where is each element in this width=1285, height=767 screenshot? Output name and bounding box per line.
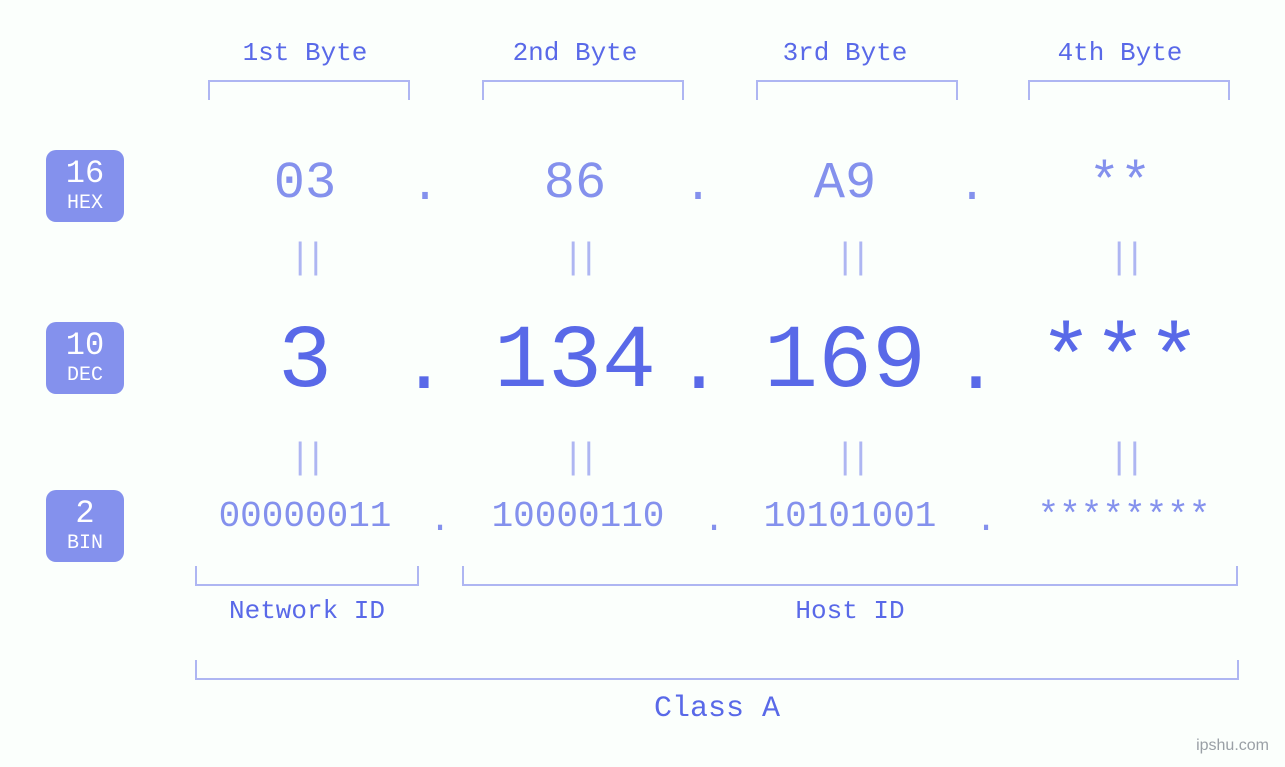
dec-byte-2: 134 — [475, 312, 675, 414]
byte-header-3: 3rd Byte — [745, 38, 945, 68]
dec-dot-3: . — [952, 322, 992, 413]
bin-dot-2: . — [694, 500, 734, 541]
watermark: ipshu.com — [1196, 737, 1269, 755]
hex-dot-2: . — [678, 160, 718, 214]
eq-dec-bin-3: || — [820, 438, 880, 479]
bin-badge-label: BIN — [46, 532, 124, 556]
network-id-bracket — [195, 566, 419, 586]
dec-badge-label: DEC — [46, 364, 124, 388]
host-id-bracket — [462, 566, 1238, 586]
hex-byte-1: 03 — [205, 154, 405, 213]
eq-hex-dec-3: || — [820, 238, 880, 279]
dec-dot-2: . — [675, 322, 715, 413]
bin-byte-2: 10000110 — [458, 496, 698, 537]
bin-byte-3: 10101001 — [730, 496, 970, 537]
hex-byte-2: 86 — [475, 154, 675, 213]
eq-hex-dec-2: || — [548, 238, 608, 279]
dec-byte-1: 3 — [205, 312, 405, 414]
byte-header-4: 4th Byte — [1020, 38, 1220, 68]
bin-byte-1: 00000011 — [185, 496, 425, 537]
top-bracket-2 — [482, 80, 684, 100]
hex-badge-label: HEX — [46, 192, 124, 216]
dec-byte-4: *** — [1020, 312, 1220, 414]
eq-dec-bin-4: || — [1094, 438, 1154, 479]
class-label: Class A — [195, 692, 1239, 726]
hex-badge-num: 16 — [46, 158, 124, 190]
bin-dot-1: . — [420, 500, 460, 541]
hex-badge: 16 HEX — [46, 150, 124, 222]
hex-byte-4: ** — [1020, 154, 1220, 213]
bin-byte-4: ******** — [1004, 496, 1244, 537]
eq-dec-bin-2: || — [548, 438, 608, 479]
hex-dot-1: . — [405, 160, 445, 214]
byte-header-2: 2nd Byte — [475, 38, 675, 68]
eq-hex-dec-1: || — [275, 238, 335, 279]
eq-dec-bin-1: || — [275, 438, 335, 479]
dec-dot-1: . — [400, 322, 440, 413]
eq-hex-dec-4: || — [1094, 238, 1154, 279]
top-bracket-1 — [208, 80, 410, 100]
top-bracket-3 — [756, 80, 958, 100]
ip-bytes-diagram: 1st Byte 2nd Byte 3rd Byte 4th Byte 16 H… — [0, 0, 1285, 767]
hex-byte-3: A9 — [745, 154, 945, 213]
class-bracket — [195, 660, 1239, 680]
bin-badge: 2 BIN — [46, 490, 124, 562]
top-bracket-4 — [1028, 80, 1230, 100]
byte-header-1: 1st Byte — [205, 38, 405, 68]
bin-dot-3: . — [966, 500, 1006, 541]
network-id-label: Network ID — [195, 596, 419, 626]
host-id-label: Host ID — [462, 596, 1238, 626]
dec-badge-num: 10 — [46, 330, 124, 362]
bin-badge-num: 2 — [46, 498, 124, 530]
dec-byte-3: 169 — [745, 312, 945, 414]
dec-badge: 10 DEC — [46, 322, 124, 394]
hex-dot-3: . — [952, 160, 992, 214]
